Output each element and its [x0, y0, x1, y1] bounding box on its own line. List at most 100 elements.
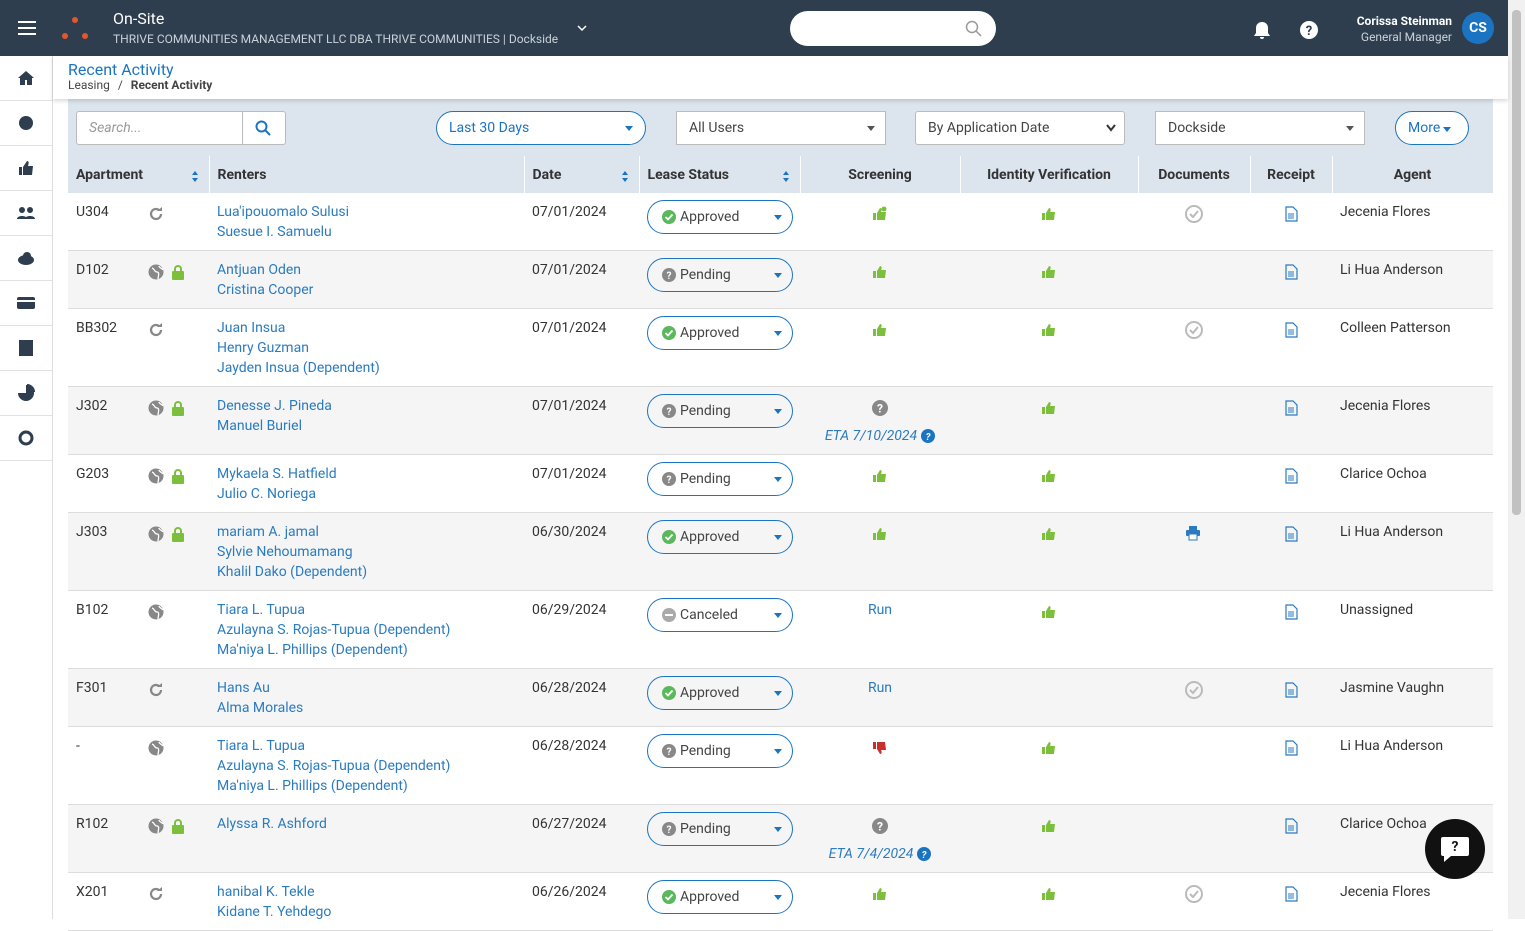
column-header: Agent	[1332, 156, 1494, 193]
status-cell: ? Pending	[639, 386, 800, 455]
apartment-icons	[148, 524, 192, 544]
run-screening-link[interactable]: Run	[867, 602, 893, 618]
company-dropdown[interactable]	[576, 24, 588, 32]
status-label: Approved	[680, 325, 740, 341]
renter-link[interactable]: Tiara L. Tupua	[217, 602, 305, 618]
renter-link[interactable]: Juan Insua	[217, 320, 286, 336]
status-dropdown[interactable]: ? Pending	[647, 462, 793, 496]
status-dropdown[interactable]: ? Pending	[647, 812, 793, 846]
renter-link[interactable]: Khalil Dako (Dependent)	[217, 564, 368, 580]
nav-settings[interactable]	[0, 416, 52, 461]
nav-properties[interactable]	[0, 101, 52, 146]
search-button[interactable]	[242, 111, 286, 145]
documents-cell	[1138, 386, 1250, 455]
status-dropdown[interactable]: Approved	[647, 520, 793, 554]
agent: Li Hua Anderson	[1332, 512, 1493, 591]
renter-link[interactable]: Hans Au	[217, 680, 270, 696]
chat-button[interactable]: ?	[1425, 819, 1485, 879]
status-cell: Approved	[639, 668, 800, 727]
renter-link[interactable]: Alma Morales	[217, 700, 304, 716]
status-dropdown[interactable]: Approved	[647, 676, 793, 710]
nav-home[interactable]	[0, 56, 52, 101]
global-search[interactable]	[790, 11, 996, 46]
renter-link[interactable]: Sylvie Nehoumamang	[217, 544, 353, 560]
help[interactable]: ?	[1299, 20, 1319, 40]
nav-leasing[interactable]	[0, 146, 52, 191]
date: 07/01/2024	[524, 308, 639, 387]
identity-cell	[960, 872, 1138, 931]
user-avatar[interactable]: CS	[1462, 12, 1494, 44]
column-header[interactable]: Apartment	[68, 156, 210, 193]
more-label: More	[1408, 120, 1441, 136]
apartment-cell: J302	[68, 386, 209, 455]
agent: Unassigned	[1332, 590, 1493, 669]
apartment: X201	[76, 884, 109, 900]
column-header[interactable]: Lease Status	[639, 156, 801, 193]
date-range-select[interactable]: Last 30 Days	[436, 111, 646, 145]
renter-link[interactable]: Kidane T. Yehdego	[217, 904, 332, 920]
status-cell: ? Pending	[639, 454, 800, 513]
status-dropdown[interactable]: Approved	[647, 200, 793, 234]
status-cell: Approved	[639, 193, 800, 251]
receipt-cell	[1250, 386, 1332, 455]
renter-link[interactable]: Antjuan Oden	[217, 262, 302, 278]
notifications[interactable]	[1252, 20, 1272, 40]
sidebar	[0, 56, 53, 919]
screening-cell	[800, 454, 960, 513]
renter-link[interactable]: Lua'ipouomalo Sulusi	[217, 204, 350, 220]
renter-link[interactable]: Ma'niya L. Phillips (Dependent)	[217, 642, 408, 658]
receipt-cell	[1250, 590, 1332, 669]
status-dropdown[interactable]: Approved	[647, 316, 793, 350]
status-dropdown[interactable]: ? Pending	[647, 734, 793, 768]
renter-link[interactable]: Julio C. Noriega	[217, 486, 317, 502]
breadcrumb-current: Recent Activity	[130, 78, 213, 92]
run-screening-link[interactable]: Run	[867, 680, 893, 696]
table-row: B102 Tiara L. Tupua Azulayna S. Rojas-Tupu…	[68, 590, 1493, 669]
search-input[interactable]: Search...	[76, 111, 243, 145]
users-select[interactable]: All Users	[676, 111, 886, 145]
menu-button[interactable]	[18, 20, 36, 36]
status-label: Pending	[680, 821, 731, 837]
column-header[interactable]: Date	[524, 156, 640, 193]
date: 06/29/2024	[524, 590, 639, 669]
date: 07/01/2024	[524, 386, 639, 455]
scrollbar[interactable]	[1508, 0, 1525, 919]
renter-link[interactable]: Henry Guzman	[217, 340, 309, 356]
apartment: F301	[76, 680, 108, 696]
status-dropdown[interactable]: Approved	[647, 880, 793, 914]
renter-link[interactable]: Tiara L. Tupua	[217, 738, 305, 754]
nav-payments[interactable]	[0, 281, 52, 326]
breadcrumb-parent[interactable]: Leasing	[68, 78, 110, 92]
renter-link[interactable]: Suesue I. Samuelu	[217, 224, 332, 240]
identity-icon	[1041, 602, 1057, 622]
more-button[interactable]: More	[1395, 111, 1469, 145]
nav-reports[interactable]	[0, 326, 52, 371]
documents-cell	[1138, 454, 1250, 513]
renter-link[interactable]: Azulayna S. Rojas-Tupua (Dependent)	[217, 758, 451, 774]
renter-link[interactable]: Alyssa R. Ashford	[217, 816, 327, 832]
status-dropdown[interactable]: Canceled	[647, 598, 793, 632]
sort-select[interactable]: By Application Date	[915, 111, 1125, 145]
nav-cloud[interactable]	[0, 236, 52, 281]
property-select[interactable]: Dockside	[1155, 111, 1365, 145]
caret	[774, 469, 782, 489]
renter-link[interactable]: hanibal K. Tekle	[217, 884, 315, 900]
status-dropdown[interactable]: ? Pending	[647, 394, 793, 428]
renter-link[interactable]: mariam A. jamal	[217, 524, 319, 540]
renter-link[interactable]: Ma'niya L. Phillips (Dependent)	[217, 778, 408, 794]
user-role: General Manager	[1360, 30, 1452, 44]
renter-link[interactable]: Denesse J. Pineda	[217, 398, 332, 414]
date: 07/01/2024	[524, 193, 639, 251]
top-bar: On-Site THRIVE COMMUNITIES MANAGEMENT LL…	[0, 0, 1508, 56]
renter-link[interactable]: Jayden Insua (Dependent)	[217, 360, 380, 376]
renter-link[interactable]: Mykaela S. Hatfield	[217, 466, 337, 482]
status-dropdown[interactable]: ? Pending	[647, 258, 793, 292]
agent: Jecenia Flores	[1332, 872, 1493, 931]
status-label: Pending	[680, 743, 731, 759]
renter-link[interactable]: Cristina Cooper	[217, 282, 314, 298]
nav-residents[interactable]	[0, 191, 52, 236]
nav-analytics[interactable]	[0, 371, 52, 416]
screening-icon: ?	[872, 816, 888, 836]
renter-link[interactable]: Manuel Buriel	[217, 418, 303, 434]
renter-link[interactable]: Azulayna S. Rojas-Tupua (Dependent)	[217, 622, 451, 638]
